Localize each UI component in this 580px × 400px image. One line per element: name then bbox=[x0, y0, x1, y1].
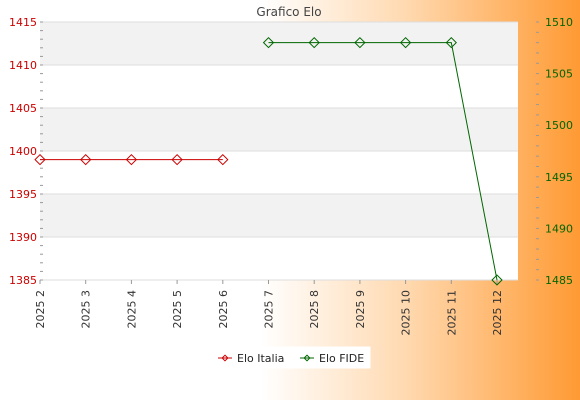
x-tick-label: 2025 5 bbox=[171, 290, 184, 329]
right-tick-label: 1505 bbox=[545, 68, 573, 81]
x-tick-label: 2025 7 bbox=[263, 290, 276, 329]
x-tick-label: 2025 6 bbox=[217, 290, 230, 329]
x-tick-label: 2025 2 bbox=[34, 290, 47, 329]
right-tick-label: 1500 bbox=[545, 119, 573, 132]
chart-legend: Elo Italia Elo FIDE bbox=[211, 346, 371, 369]
data-point-elo-italia bbox=[34, 153, 46, 166]
data-point-elo-fide bbox=[491, 274, 503, 286]
x-tick-label: 2025 4 bbox=[125, 290, 138, 329]
left-tick-label: 1395 bbox=[9, 188, 37, 201]
right-tick-label: 1495 bbox=[545, 171, 573, 184]
left-tick-label: 1390 bbox=[9, 231, 37, 244]
series-line-elo-fide bbox=[268, 42, 498, 281]
x-tick-label: 2025 9 bbox=[354, 290, 367, 329]
data-point-elo-fide bbox=[308, 36, 320, 49]
grid-band bbox=[40, 194, 518, 237]
legend-box bbox=[211, 346, 371, 369]
right-tick-label: 1485 bbox=[545, 274, 573, 287]
x-tick-label: 2025 11 bbox=[445, 290, 458, 336]
x-tick-label: 2025 8 bbox=[308, 290, 321, 329]
left-tick-label: 1415 bbox=[9, 16, 37, 29]
x-tick-label: 2025 10 bbox=[400, 290, 413, 336]
right-tick-label: 1490 bbox=[545, 222, 573, 235]
data-point-elo-fide bbox=[262, 36, 275, 49]
data-point-elo-italia bbox=[217, 153, 229, 166]
left-tick-label: 1405 bbox=[9, 102, 37, 115]
grid-band bbox=[40, 22, 518, 65]
legend-marker bbox=[303, 354, 311, 362]
data-point-elo-fide bbox=[445, 36, 457, 49]
chart-title: Grafico Elo bbox=[256, 5, 321, 19]
legend-label: Elo Italia bbox=[237, 352, 284, 365]
legend-marker bbox=[221, 354, 229, 362]
data-point-elo-fide bbox=[354, 36, 366, 49]
right-tick-label: 1510 bbox=[545, 16, 573, 29]
data-point-elo-italia bbox=[80, 153, 92, 166]
legend-label: Elo FIDE bbox=[319, 352, 364, 365]
data-point-elo-italia bbox=[125, 153, 138, 166]
grid-band bbox=[40, 108, 518, 151]
x-tick-label: 2025 3 bbox=[80, 290, 93, 329]
left-tick-label: 1400 bbox=[9, 145, 37, 158]
x-tick-label: 2025 12 bbox=[491, 290, 504, 336]
left-tick-label: 1410 bbox=[9, 59, 37, 72]
left-tick-label: 1385 bbox=[9, 274, 37, 287]
data-point-elo-fide bbox=[399, 36, 412, 49]
data-point-elo-italia bbox=[171, 153, 183, 166]
